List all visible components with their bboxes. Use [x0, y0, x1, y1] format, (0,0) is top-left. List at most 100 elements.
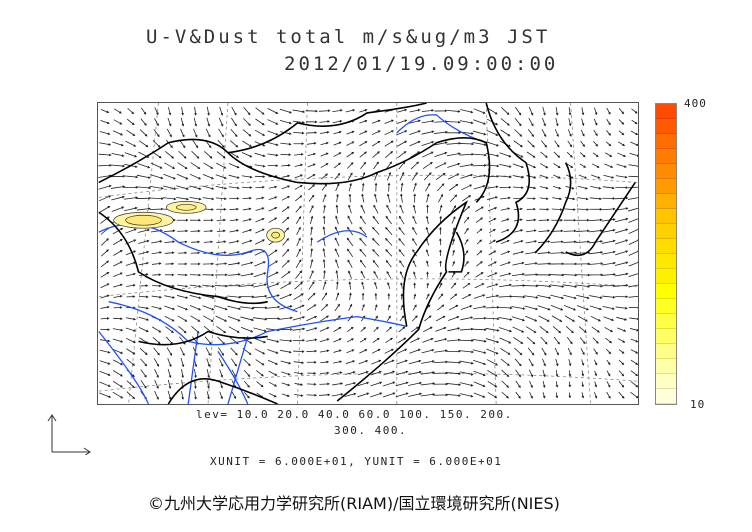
wind-arrow	[594, 381, 598, 388]
wind-arrow	[387, 315, 391, 322]
wind-arrow	[387, 182, 391, 192]
wind-arrow	[374, 182, 378, 192]
wind-arrow	[152, 326, 162, 333]
wind-arrow	[631, 108, 638, 114]
wind-arrow	[412, 260, 417, 268]
wind-arrow	[618, 359, 625, 366]
wind-arrow	[603, 316, 615, 322]
wind-arrow	[464, 260, 469, 267]
wind-arrow	[395, 370, 409, 376]
wind-arrow	[412, 249, 417, 257]
wind-arrow	[162, 197, 177, 201]
wind-arrow	[601, 261, 616, 266]
wind-arrow	[538, 218, 550, 222]
wind-arrow	[568, 107, 572, 116]
wind-arrow	[564, 208, 576, 211]
wind-arrow	[253, 327, 267, 332]
wind-arrow	[564, 315, 576, 322]
wind-arrow	[452, 249, 455, 256]
wind-arrow	[434, 162, 447, 169]
wind-arrow	[190, 229, 201, 233]
wind-arrow	[601, 250, 616, 255]
wind-arrow	[320, 163, 329, 168]
wind-arrow	[242, 229, 253, 233]
wind-arrow	[214, 284, 228, 288]
wind-arrow	[231, 391, 237, 399]
wind-arrow	[422, 161, 433, 170]
wind-arrow	[268, 217, 278, 223]
wind-arrow	[228, 186, 240, 190]
wind-arrow	[577, 315, 588, 322]
wind-arrow	[164, 295, 176, 299]
wind-arrow	[555, 358, 559, 367]
wind-arrow	[473, 185, 486, 190]
wind-arrow	[215, 315, 228, 322]
wind-arrow	[335, 292, 340, 301]
wind-arrow	[308, 184, 316, 191]
wind-arrow	[153, 358, 160, 367]
wind-arrow	[449, 194, 458, 202]
wind-arrow	[541, 129, 547, 138]
wind-arrow	[630, 391, 638, 399]
wind-arrow	[176, 197, 190, 201]
wind-arrow	[593, 359, 598, 366]
wind-arrow	[167, 107, 172, 116]
wind-arrow	[563, 240, 577, 244]
wind-arrow	[475, 206, 484, 212]
wind-arrow	[591, 174, 601, 179]
wind-arrow	[320, 303, 329, 312]
wind-arrow	[486, 359, 499, 366]
wind-arrow	[359, 338, 367, 343]
wind-arrow	[322, 194, 327, 203]
wind-arrow	[568, 359, 572, 367]
wind-arrow	[100, 260, 110, 268]
wind-arrow	[136, 186, 152, 190]
wind-arrow	[138, 250, 150, 255]
wind-arrow	[370, 392, 383, 398]
wind-arrow	[100, 249, 109, 257]
wind-arrow	[113, 317, 123, 321]
wind-arrow	[433, 360, 449, 364]
wind-arrow	[348, 303, 353, 311]
wind-arrow	[498, 327, 513, 333]
colorbar-min-label: 10	[690, 398, 706, 411]
wind-arrow	[100, 238, 109, 246]
wind-arrow	[282, 216, 290, 224]
wind-arrow	[486, 283, 499, 288]
wind-arrow	[563, 294, 577, 300]
wind-arrow	[550, 305, 564, 311]
wind-arrow	[202, 197, 215, 201]
wind-arrow	[190, 218, 202, 222]
wind-arrow	[399, 271, 404, 279]
wind-arrow	[268, 185, 278, 189]
vector-unit-label: XUNIT = 6.000E+01, YUNIT = 6.000E+01	[210, 455, 503, 468]
wind-arrow	[473, 305, 487, 310]
wind-arrow	[100, 305, 110, 309]
wind-arrow	[512, 175, 525, 179]
wind-arrow	[112, 328, 124, 332]
wind-arrow	[526, 151, 536, 158]
wind-arrow	[385, 249, 393, 257]
wind-arrow	[486, 294, 500, 299]
wind-arrow	[473, 119, 486, 125]
wind-arrow	[189, 173, 202, 180]
wind-arrow	[475, 217, 484, 223]
wind-arrow	[293, 293, 304, 300]
wind-arrow	[528, 369, 534, 378]
wind-arrow	[203, 240, 214, 244]
wind-arrow	[193, 128, 198, 138]
wind-arrow	[242, 196, 252, 200]
wind-arrow	[472, 316, 487, 320]
wind-arrow	[462, 282, 471, 289]
wind-arrow	[205, 128, 211, 138]
wind-arrow	[499, 337, 512, 344]
wind-arrow	[524, 284, 539, 288]
wind-arrow	[631, 119, 638, 125]
wind-arrow	[514, 106, 522, 116]
wind-arrow	[409, 119, 421, 124]
wind-arrow	[604, 326, 614, 333]
wind-arrow	[501, 369, 510, 377]
wind-arrow	[360, 326, 366, 332]
wind-arrow	[433, 141, 448, 146]
